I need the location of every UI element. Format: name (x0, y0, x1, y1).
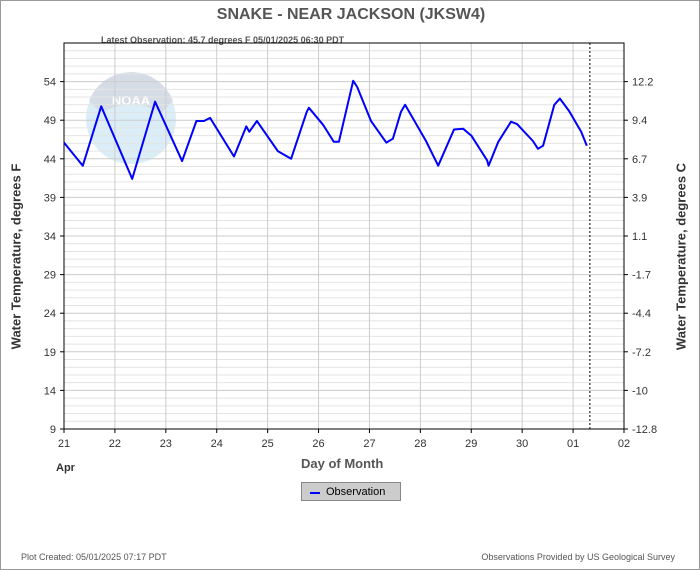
y-tick-label-right: -12.8 (632, 424, 657, 436)
plot-created: Plot Created: 05/01/2025 07:17 PDT (21, 552, 167, 562)
x-tick-label: 26 (312, 438, 324, 450)
x-tick-label: 28 (414, 438, 426, 450)
y-tick-label-left: 54 (44, 77, 56, 89)
y-tick-label-right: -1.7 (632, 270, 651, 282)
y-tick-label-right: -4.4 (632, 308, 651, 320)
y-tick-label-right: 9.4 (632, 115, 647, 127)
x-tick-label: 23 (160, 438, 172, 450)
y-tick-label-left: 29 (44, 270, 56, 282)
y-tick-label-left: 44 (44, 154, 56, 166)
y-tick-label-left: 9 (50, 424, 56, 436)
y-tick-label-left: 24 (44, 308, 56, 320)
y-tick-label-left: 49 (44, 115, 56, 127)
x-tick-label: 27 (363, 438, 375, 450)
x-tick-label: 29 (465, 438, 477, 450)
y-tick-label-right: 1.1 (632, 231, 647, 243)
legend-swatch (310, 492, 320, 494)
y-axis-label-left: Water Temperature, degrees F (8, 163, 24, 350)
noaa-watermark-bird (89, 72, 173, 113)
x-tick-label: 30 (516, 438, 528, 450)
observation-series-line (63, 79, 588, 180)
y-tick-label-left: 39 (44, 192, 56, 204)
x-tick-label: 01 (567, 438, 579, 450)
data-provider: Observations Provided by US Geological S… (481, 552, 675, 562)
x-tick-label: 02 (618, 438, 630, 450)
latest-observation: Latest Observation: 45.7 degrees F 05/01… (101, 35, 345, 45)
chart-title: SNAKE - NEAR JACKSON (JKSW4) (216, 6, 486, 23)
x-tick-label: 24 (211, 438, 223, 450)
y-tick-label-left: 19 (44, 347, 56, 359)
y-tick-label-right: -10 (632, 385, 648, 397)
noaa-watermark-text: NOAA (112, 93, 151, 108)
y-tick-label-right: 3.9 (632, 192, 647, 204)
x-axis-label: Day of Month (301, 456, 384, 471)
x-tick-label: 25 (262, 438, 274, 450)
x-tick-label: 22 (109, 438, 121, 450)
month-label: Apr (56, 462, 75, 474)
y-tick-label-left: 34 (44, 231, 56, 243)
y-tick-label-right: 12.2 (632, 77, 653, 89)
x-tick-label: 21 (58, 438, 70, 450)
legend: Observation (301, 482, 401, 501)
y-tick-label-right: -7.2 (632, 347, 651, 359)
y-axis-label-right: Water Temperature, degrees C (673, 162, 689, 351)
y-tick-label-right: 6.7 (632, 154, 647, 166)
legend-label: Observation (326, 486, 386, 498)
y-tick-label-left: 14 (44, 385, 56, 397)
